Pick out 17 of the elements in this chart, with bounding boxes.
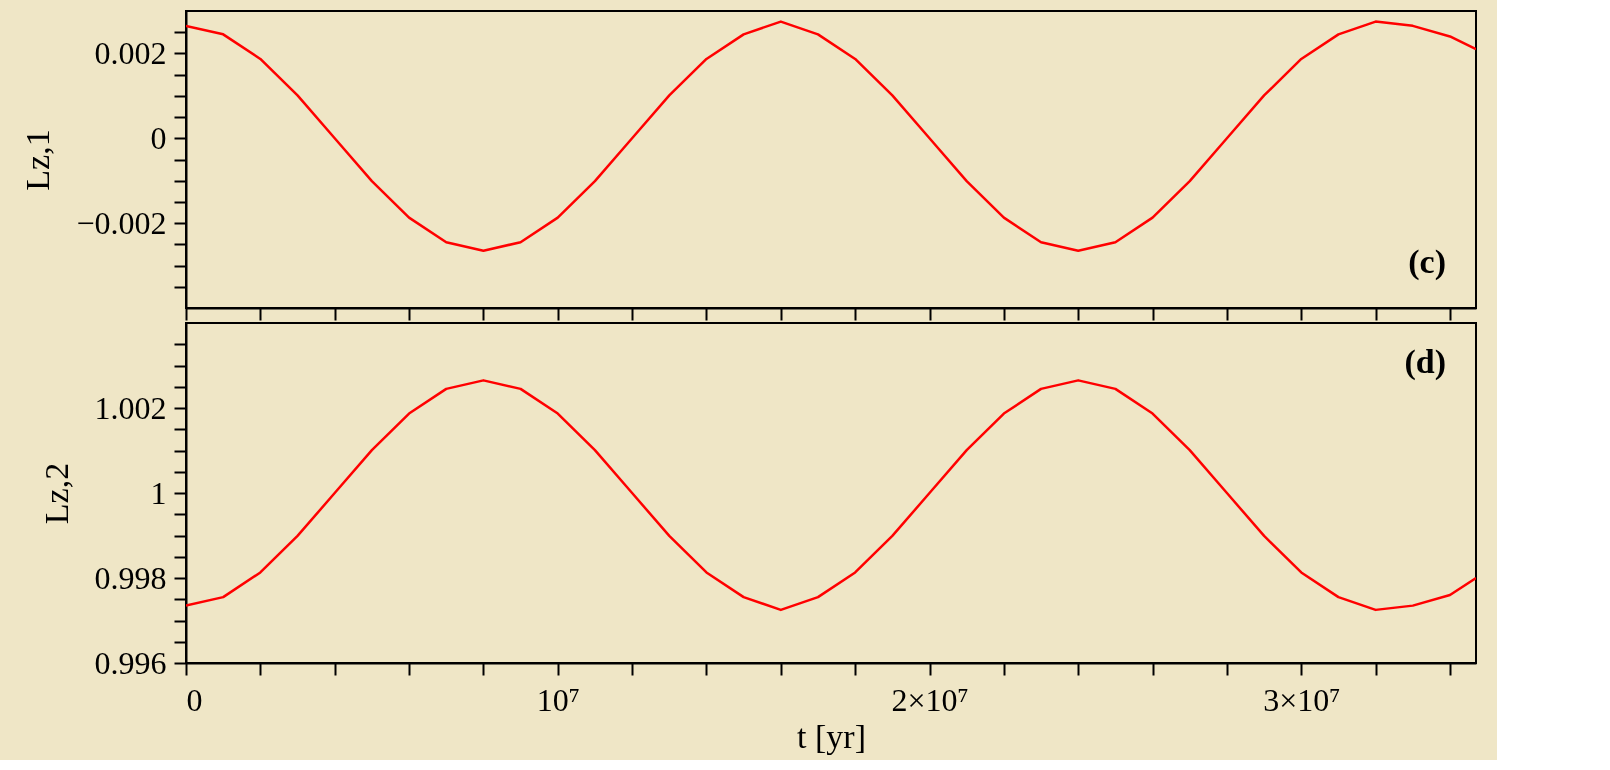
x-tick-label: 0 <box>186 681 203 718</box>
y-tick-label: 0 <box>150 119 167 156</box>
annotation: (c) <box>1408 243 1446 281</box>
x-tick-label: 10⁷ <box>536 681 580 718</box>
annotation: (d) <box>1404 343 1446 381</box>
y-tick-label: 0.996 <box>94 644 167 681</box>
y-axis-title: Lz,1 <box>19 129 57 191</box>
y-tick-label: 0.998 <box>94 559 167 596</box>
x-tick-label: 2×10⁷ <box>891 681 969 718</box>
line-series <box>186 379 1476 612</box>
y-tick-label: 1 <box>150 474 167 511</box>
x-tick-label: 3×10⁷ <box>1263 681 1341 718</box>
y-axis-title: Lz,2 <box>37 462 75 525</box>
y-tick-label: 0.002 <box>94 34 167 71</box>
y-tick-label: 1.002 <box>94 389 167 426</box>
y-tick-label: −0.002 <box>76 204 167 241</box>
x-axis-title: t [yr] <box>797 717 866 755</box>
